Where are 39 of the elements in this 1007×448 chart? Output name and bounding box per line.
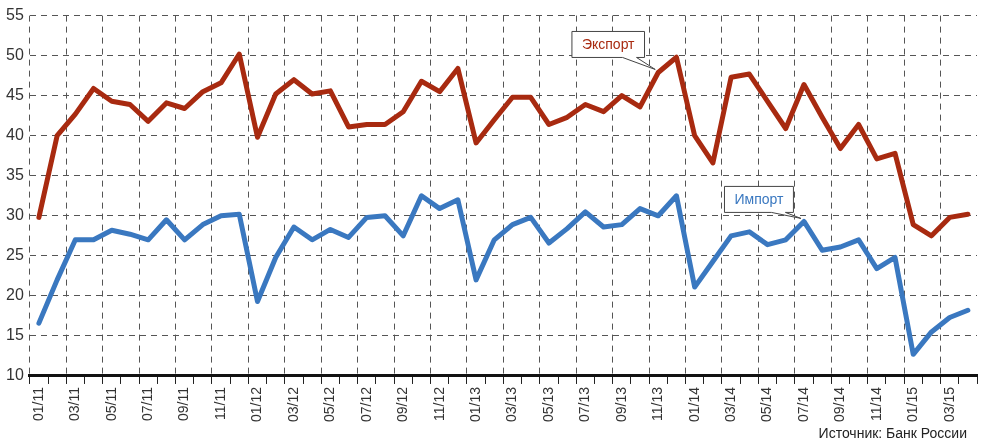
- y-tick-label: 45: [6, 86, 24, 104]
- x-tick-label: 09/14: [831, 386, 848, 423]
- y-tick-label: 20: [6, 286, 24, 304]
- x-tick-label: 07/11: [139, 386, 156, 421]
- x-tick-label: 01/15: [904, 386, 921, 423]
- y-tick-label: 15: [6, 326, 24, 344]
- x-tick-label: 03/15: [940, 386, 957, 423]
- series-label: Импорт: [734, 191, 785, 208]
- x-tick-label: 07/14: [794, 386, 811, 423]
- x-tick-label: 11/11: [211, 386, 228, 420]
- x-tick-label: 11/12: [430, 386, 447, 421]
- x-tick-label: 11/14: [867, 386, 884, 421]
- x-tick-label: 01/14: [685, 386, 702, 423]
- x-tick-label: 03/13: [503, 386, 520, 423]
- x-tick-label: 01/13: [466, 386, 483, 423]
- x-tick-label: 07/13: [576, 386, 593, 423]
- x-tick-label: 05/11: [102, 386, 119, 421]
- text: Экспорт: [581, 36, 636, 53]
- x-tick-label: 09/12: [394, 386, 411, 423]
- x-tick-label: 03/14: [721, 386, 738, 423]
- x-tick-label: 05/13: [539, 386, 556, 423]
- y-tick-label: 40: [6, 126, 24, 144]
- y-tick-label: 35: [6, 166, 24, 184]
- x-tick-label: 07/12: [357, 386, 374, 423]
- x-tick-label: 05/12: [321, 386, 338, 423]
- x-tick-label: 03/12: [284, 386, 301, 423]
- x-tick-label: 05/14: [758, 386, 775, 423]
- y-tick-label: 55: [6, 6, 24, 24]
- y-tick-label: 25: [6, 246, 24, 264]
- x-tick-label: 01/11: [29, 386, 46, 421]
- y-tick-label: 10: [6, 366, 24, 384]
- x-tick-label: 03/11: [66, 386, 83, 421]
- y-tick-label: 30: [6, 206, 24, 224]
- x-tick-label: 09/13: [612, 386, 629, 423]
- text: Источник: Банк России: [818, 425, 967, 441]
- x-tick-label: 09/11: [175, 386, 192, 421]
- y-tick-label: 50: [6, 46, 24, 64]
- x-tick-label: 01/12: [248, 386, 265, 423]
- x-tick-label: 11/13: [649, 386, 666, 421]
